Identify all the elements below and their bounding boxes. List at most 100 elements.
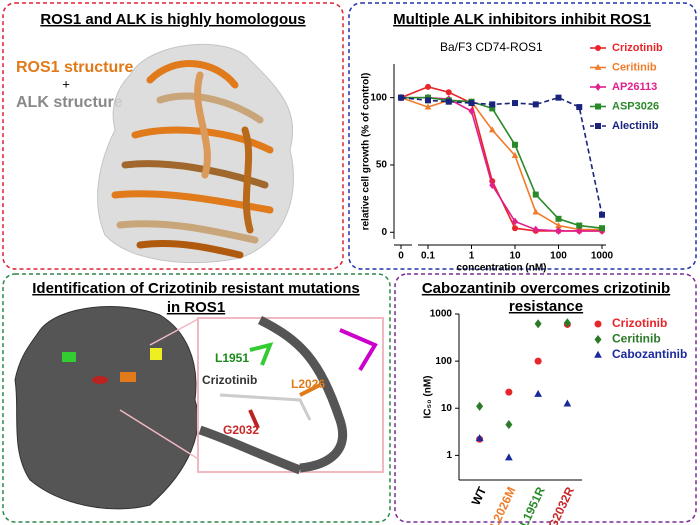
panel-title: ROS1 and ALK is highly homologous <box>40 11 305 28</box>
marker <box>534 389 542 397</box>
panel-title: Multiple ALK inhibitors inhibit ROS1 <box>393 11 651 28</box>
panel-frame <box>394 273 697 523</box>
marker <box>488 126 496 133</box>
protein-structure <box>97 43 294 264</box>
label: ROS1 structure <box>16 59 133 76</box>
x-tick-label: L2026M <box>487 485 518 525</box>
label: L1951 <box>215 351 249 365</box>
inset-detail <box>197 315 384 475</box>
panel-title: resistance <box>509 298 583 315</box>
panel-title: in ROS1 <box>167 299 225 316</box>
y-tick-label: 50 <box>376 160 388 171</box>
surface-structure <box>14 306 201 510</box>
label: G2032 <box>223 423 259 437</box>
x-tick-label: 1 <box>469 251 475 262</box>
marker <box>489 101 496 108</box>
y-tick-label: 100 <box>370 92 387 103</box>
marker <box>555 221 562 228</box>
x-tick-label: L1951R <box>517 484 548 525</box>
y-tick-label: 0 <box>381 227 387 238</box>
marker <box>576 104 583 111</box>
marker <box>595 83 601 91</box>
marker <box>555 227 562 235</box>
marker <box>595 103 601 110</box>
marker <box>594 63 602 70</box>
legend-label: ASP3026 <box>612 100 659 112</box>
marker <box>563 399 572 407</box>
marker <box>576 222 583 229</box>
marker <box>595 123 601 129</box>
marker <box>512 141 518 148</box>
marker <box>595 45 601 51</box>
legend-label: Crizotinib <box>612 316 667 330</box>
series-line <box>400 96 602 231</box>
marker <box>594 350 602 358</box>
label: Crizotinib <box>202 373 257 387</box>
label: L2026 <box>291 377 325 391</box>
x-tick-label: 0.1 <box>421 251 435 262</box>
marker <box>532 225 539 234</box>
marker <box>476 401 484 411</box>
marker <box>424 103 432 110</box>
y-axis-label: IC₅₀ (nM) <box>423 376 434 419</box>
series-line <box>400 96 603 215</box>
legend-label: AP26113 <box>612 81 657 93</box>
x-tick-label: 0 <box>398 251 404 262</box>
marker <box>532 101 539 108</box>
legend-label: Cabozantinib <box>612 347 687 361</box>
x-tick-label: 1000 <box>591 251 614 262</box>
marker <box>576 227 583 235</box>
marker <box>534 319 542 329</box>
marker <box>425 97 431 104</box>
panel-frame <box>2 273 391 523</box>
marker <box>594 334 602 345</box>
marker <box>468 100 475 107</box>
x-axis-label: concentration (nM) <box>457 263 547 274</box>
series-line <box>401 96 602 232</box>
marker <box>512 217 518 226</box>
marker <box>532 191 539 198</box>
marker <box>599 211 605 218</box>
legend-label: Ceritinib <box>612 332 661 346</box>
panel-frame <box>2 2 344 270</box>
marker <box>445 98 452 105</box>
marker <box>563 318 571 328</box>
marker <box>594 320 602 328</box>
marker <box>468 107 475 116</box>
annotation: Ba/F3 CD74-ROS1 <box>440 40 543 54</box>
marker <box>512 225 518 232</box>
legend-label: Alectinib <box>612 120 659 132</box>
legend-label: Ceritinib <box>612 61 657 73</box>
x-tick-label: WT <box>469 484 490 507</box>
marker <box>425 83 431 90</box>
marker <box>505 388 513 396</box>
panel-title: Identification of Crizotinib resistant m… <box>32 280 360 297</box>
y-tick-label: 1000 <box>430 309 453 320</box>
label: + <box>62 76 70 91</box>
marker <box>505 420 513 430</box>
marker <box>599 225 605 232</box>
marker <box>489 105 496 112</box>
series-line <box>400 86 602 232</box>
y-tick-label: 10 <box>441 403 453 414</box>
panel-frame <box>348 2 697 270</box>
marker <box>445 89 452 96</box>
x-tick-label: G2032R <box>545 484 577 525</box>
series-line <box>401 96 603 230</box>
y-axis-label: relative cell growth (% of control) <box>361 73 372 231</box>
marker <box>555 215 562 222</box>
marker <box>512 100 518 107</box>
label: ALK structure <box>16 94 123 111</box>
y-tick-label: 1 <box>446 450 452 461</box>
marker <box>475 434 484 442</box>
marker <box>398 94 404 101</box>
marker <box>511 151 519 158</box>
marker <box>534 357 542 365</box>
legend-label: Crizotinib <box>612 42 663 54</box>
panel-title: Cabozantinib overcomes crizotinib <box>422 280 670 297</box>
x-tick-label: 100 <box>550 251 567 262</box>
marker <box>489 181 496 190</box>
y-tick-label: 100 <box>435 356 452 367</box>
